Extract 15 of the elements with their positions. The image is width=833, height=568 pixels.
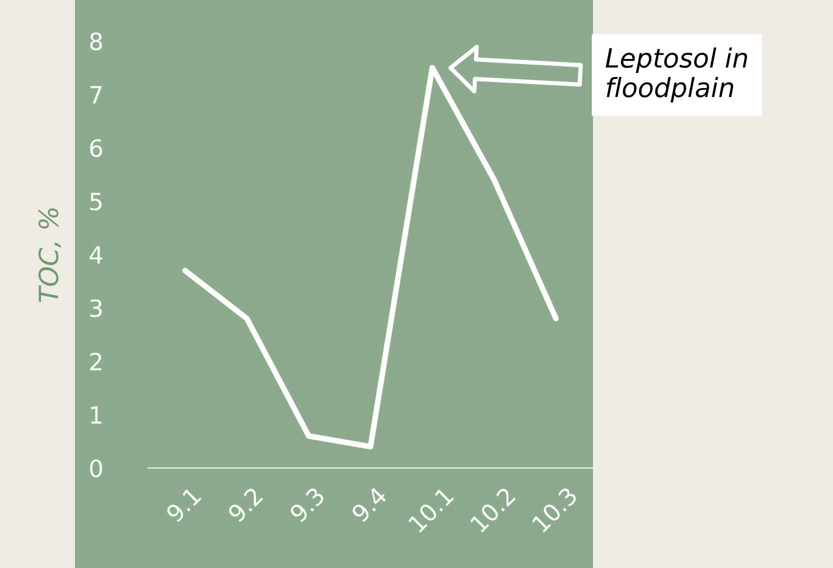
x-tick-label: 9.3 — [288, 486, 326, 524]
x-tick-label: 9.4 — [350, 486, 388, 524]
y-tick-label: 6 — [90, 139, 102, 158]
text: Leptosol in floodplain — [606, 47, 748, 103]
y-tick-label: 8 — [90, 32, 102, 50]
y-tick-label: 2 — [90, 352, 102, 370]
y-tick-label: 5 — [90, 192, 102, 210]
y-tick-label: 1 — [91, 406, 102, 424]
y-tick-label: 0 — [90, 459, 102, 478]
y-tick-label: 3 — [90, 299, 102, 318]
y-axis-title: TOC, % — [38, 208, 62, 302]
y-tick-label: 4 — [90, 246, 102, 264]
y-tick-label: 7 — [90, 86, 102, 104]
x-tick-label: 9.1 — [165, 486, 202, 524]
x-tick-label: 9.2 — [226, 486, 264, 524]
